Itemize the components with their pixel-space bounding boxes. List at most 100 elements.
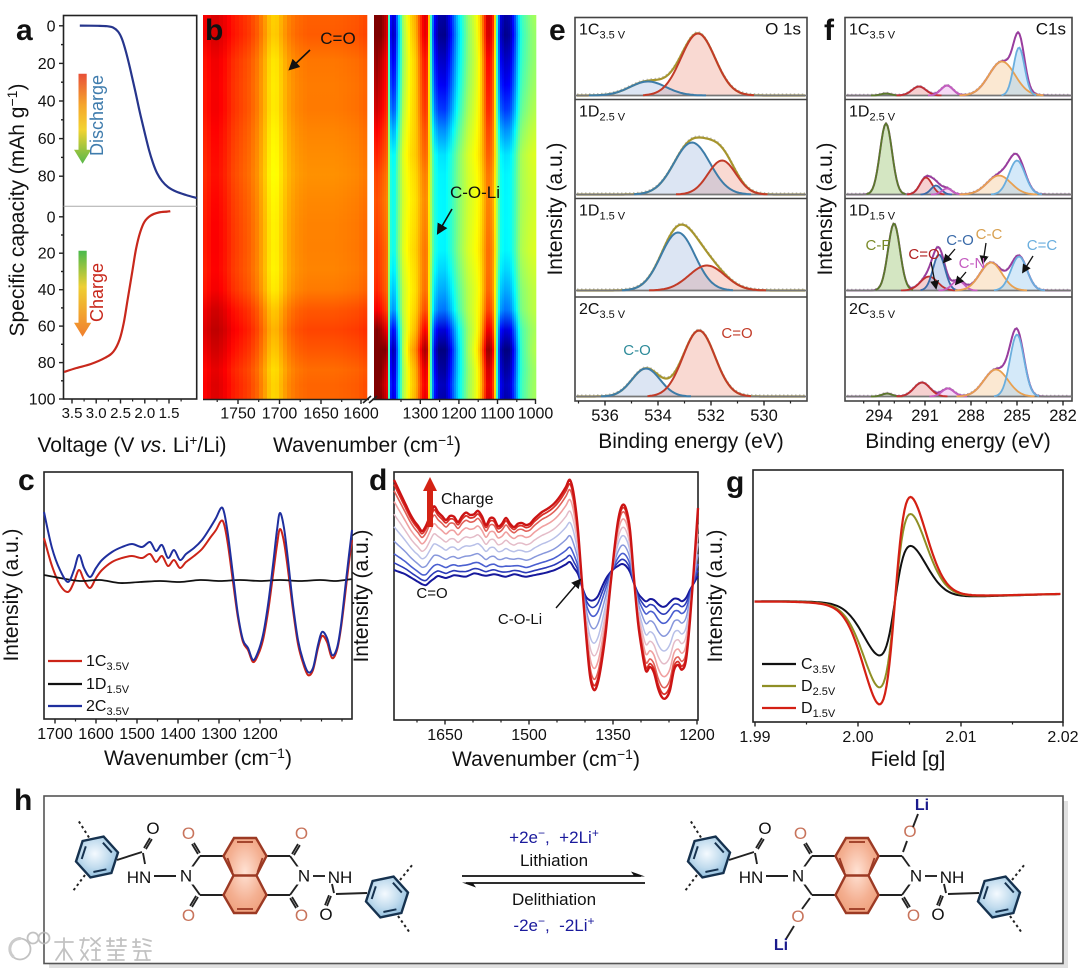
svg-text:O: O — [758, 819, 771, 838]
svg-text:C-C: C-C — [976, 226, 1003, 243]
svg-text:O: O — [931, 905, 944, 924]
svg-text:60: 60 — [38, 131, 56, 148]
svg-text:282: 282 — [1049, 407, 1077, 425]
svg-text:1200: 1200 — [679, 727, 715, 744]
svg-text:Intensity (a.u.): Intensity (a.u.) — [0, 528, 23, 661]
svg-text:1500: 1500 — [119, 726, 155, 743]
svg-text:Charge: Charge — [87, 263, 107, 322]
svg-text:O: O — [295, 824, 308, 843]
svg-text:Charge: Charge — [441, 491, 494, 508]
svg-text:Wavenumber (cm−1): Wavenumber (cm−1) — [104, 745, 292, 770]
svg-text:O: O — [907, 906, 920, 925]
svg-text:N: N — [910, 867, 922, 886]
svg-text:2.00: 2.00 — [842, 729, 873, 746]
svg-text:291: 291 — [911, 407, 939, 425]
svg-text:0: 0 — [47, 209, 56, 226]
svg-text:1100: 1100 — [480, 406, 515, 423]
svg-text:C=O: C=O — [320, 29, 355, 48]
svg-text:HN: HN — [739, 868, 764, 887]
svg-text:b: b — [205, 14, 223, 47]
svg-text:NH: NH — [940, 868, 965, 887]
svg-text:O: O — [182, 906, 195, 925]
svg-text:Intensity (a.u.): Intensity (a.u.) — [350, 529, 373, 662]
svg-text:20: 20 — [38, 246, 56, 263]
svg-text:g: g — [726, 466, 744, 499]
svg-text:N: N — [792, 867, 804, 886]
svg-text:Discharge: Discharge — [87, 75, 107, 156]
svg-text:f: f — [824, 14, 835, 47]
svg-text:1.5: 1.5 — [159, 405, 180, 422]
svg-text:1400: 1400 — [160, 726, 196, 743]
svg-text:O: O — [319, 905, 332, 924]
svg-text:N: N — [298, 867, 310, 886]
svg-text:Intensity (a.u.): Intensity (a.u.) — [704, 529, 727, 662]
svg-text:C-O: C-O — [623, 342, 651, 359]
svg-text:80: 80 — [38, 169, 56, 186]
svg-text:-2e−, -2Li+: -2e−, -2Li+ — [513, 914, 594, 935]
svg-text:2.01: 2.01 — [945, 729, 976, 746]
svg-text:1300: 1300 — [201, 726, 237, 743]
svg-text:1300: 1300 — [403, 406, 439, 423]
svg-text:C-O: C-O — [946, 232, 974, 249]
svg-text:285: 285 — [1003, 407, 1031, 425]
svg-text:1600: 1600 — [343, 406, 379, 423]
svg-text:O: O — [791, 907, 804, 926]
svg-text:288: 288 — [957, 407, 985, 425]
svg-text:2.02: 2.02 — [1047, 729, 1078, 746]
svg-text:1700: 1700 — [37, 726, 73, 743]
svg-text:Li: Li — [774, 937, 788, 954]
svg-text:Binding energy (eV): Binding energy (eV) — [865, 430, 1051, 453]
svg-text:1650: 1650 — [303, 406, 339, 423]
svg-text:Field [g]: Field [g] — [871, 748, 946, 771]
svg-text:e: e — [549, 14, 566, 47]
svg-text:C=O: C=O — [416, 585, 447, 602]
svg-text:20: 20 — [38, 56, 56, 73]
svg-text:NH: NH — [328, 868, 353, 887]
svg-text:80: 80 — [38, 355, 56, 372]
svg-text:1200: 1200 — [242, 726, 278, 743]
svg-text:Li: Li — [915, 797, 929, 814]
svg-text:C-O-Li: C-O-Li — [450, 183, 500, 202]
svg-text:a: a — [16, 14, 33, 47]
svg-text:40: 40 — [38, 94, 56, 111]
svg-text:1.99: 1.99 — [739, 729, 770, 746]
svg-text:532: 532 — [697, 407, 725, 425]
svg-text:C-N: C-N — [959, 255, 986, 272]
svg-text:C-F: C-F — [866, 237, 891, 254]
svg-text:Lithiation: Lithiation — [520, 851, 588, 870]
svg-text:60: 60 — [38, 319, 56, 336]
svg-text:1750: 1750 — [220, 406, 256, 423]
svg-text:C=O: C=O — [908, 246, 939, 263]
svg-text:2.0: 2.0 — [134, 405, 155, 422]
svg-text:1650: 1650 — [427, 727, 463, 744]
svg-text:534: 534 — [644, 407, 672, 425]
svg-text:+2e−, +2Li+: +2e−, +2Li+ — [509, 826, 599, 847]
svg-text:h: h — [14, 784, 32, 817]
svg-text:294: 294 — [865, 407, 893, 425]
svg-text:Intensity (a.u.): Intensity (a.u.) — [814, 142, 837, 275]
svg-text:3.0: 3.0 — [86, 405, 107, 422]
svg-text:C=O: C=O — [721, 325, 752, 342]
svg-text:1200: 1200 — [441, 406, 477, 423]
svg-text:1600: 1600 — [78, 726, 114, 743]
svg-text:C-O-Li: C-O-Li — [498, 611, 542, 628]
svg-text:Wavenumber (cm−1): Wavenumber (cm−1) — [273, 432, 461, 457]
svg-text:Wavenumber (cm−1): Wavenumber (cm−1) — [452, 746, 640, 771]
svg-text:1700: 1700 — [262, 406, 298, 423]
svg-text:3.5: 3.5 — [62, 405, 83, 422]
svg-text:HN: HN — [127, 868, 152, 887]
svg-text:Voltage (V vs. Li+/Li): Voltage (V vs. Li+/Li) — [37, 432, 226, 457]
svg-text:Intensity (a.u.): Intensity (a.u.) — [544, 142, 567, 275]
svg-text:O: O — [146, 819, 159, 838]
svg-text:N: N — [180, 867, 192, 886]
svg-text:c: c — [18, 464, 35, 497]
svg-text:1350: 1350 — [595, 727, 631, 744]
svg-text:100: 100 — [29, 392, 56, 409]
svg-text:40: 40 — [38, 282, 56, 299]
svg-text:2.5: 2.5 — [110, 405, 131, 422]
svg-text:530: 530 — [750, 407, 778, 425]
svg-text:O: O — [794, 824, 807, 843]
svg-text:C1s: C1s — [1036, 20, 1066, 39]
svg-text:Specific capacity (mAh g−1): Specific capacity (mAh g−1) — [4, 84, 29, 337]
svg-text:Delithiation: Delithiation — [512, 890, 596, 909]
